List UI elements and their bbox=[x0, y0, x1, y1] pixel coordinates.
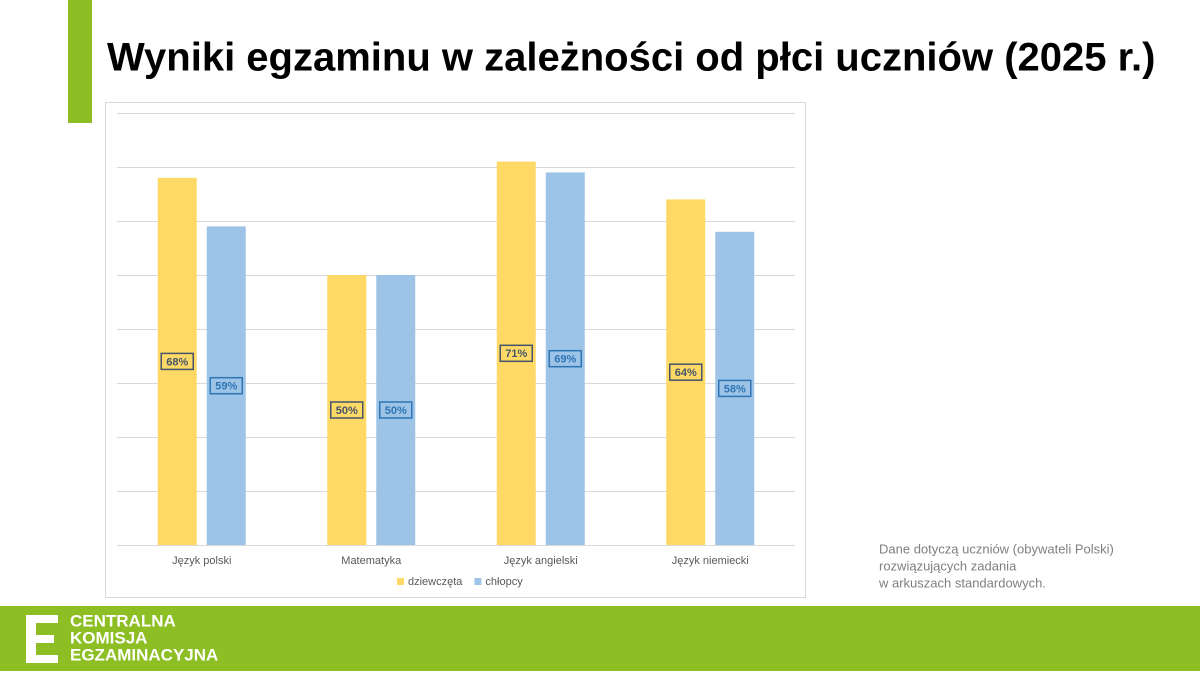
legend-swatch bbox=[397, 578, 404, 585]
value-label-box bbox=[499, 344, 533, 363]
chart: Język polski 68% 59% Matematyka 50% 50% Język … bbox=[117, 113, 795, 588]
bar bbox=[715, 231, 755, 546]
logo-mark bbox=[26, 615, 58, 663]
note-line: rozwiązujących zadania bbox=[879, 558, 1017, 573]
value-label: 59% bbox=[215, 381, 237, 393]
bar bbox=[206, 226, 246, 545]
value-label: 50% bbox=[336, 405, 358, 417]
value-label-box bbox=[160, 352, 194, 371]
bar bbox=[376, 275, 416, 545]
accent-bar bbox=[68, 0, 92, 123]
logo-text: EGZAMINACYJNA bbox=[70, 645, 218, 664]
bar bbox=[327, 275, 367, 545]
value-label-box bbox=[379, 401, 413, 419]
footer-band bbox=[0, 606, 1200, 671]
legend-label: dziewczęta bbox=[408, 576, 463, 588]
legend-label: chłopcy bbox=[485, 576, 523, 588]
x-tick-label: Język niemiecki bbox=[672, 555, 749, 567]
note-line: w arkuszach standardowych. bbox=[878, 575, 1046, 590]
x-tick-label: Matematyka bbox=[341, 555, 402, 567]
value-label: 58% bbox=[724, 383, 746, 395]
value-label-box bbox=[330, 401, 364, 419]
value-label-box bbox=[718, 379, 752, 398]
bar bbox=[157, 177, 197, 546]
title: Wyniki egzaminu w zależności od płci ucz… bbox=[107, 36, 1155, 80]
bar bbox=[545, 172, 585, 545]
logo-text: CENTRALNA bbox=[70, 611, 176, 630]
value-label: 71% bbox=[505, 348, 527, 360]
value-label: 68% bbox=[166, 356, 188, 368]
legend-swatch bbox=[474, 578, 482, 585]
x-tick-label: Język polski bbox=[172, 555, 231, 567]
value-label-box bbox=[548, 349, 582, 368]
value-label-box bbox=[209, 376, 243, 395]
logo-text: KOMISJA bbox=[70, 628, 147, 647]
x-tick-label: Język angielski bbox=[504, 555, 578, 567]
value-label-box bbox=[669, 363, 703, 381]
bar bbox=[666, 199, 706, 545]
bar bbox=[496, 161, 536, 545]
value-label: 64% bbox=[675, 367, 697, 379]
value-label: 69% bbox=[554, 354, 576, 366]
value-label: 50% bbox=[385, 405, 407, 417]
note-line: Dane dotyczą uczniów (obywateli Polski) bbox=[879, 541, 1114, 556]
